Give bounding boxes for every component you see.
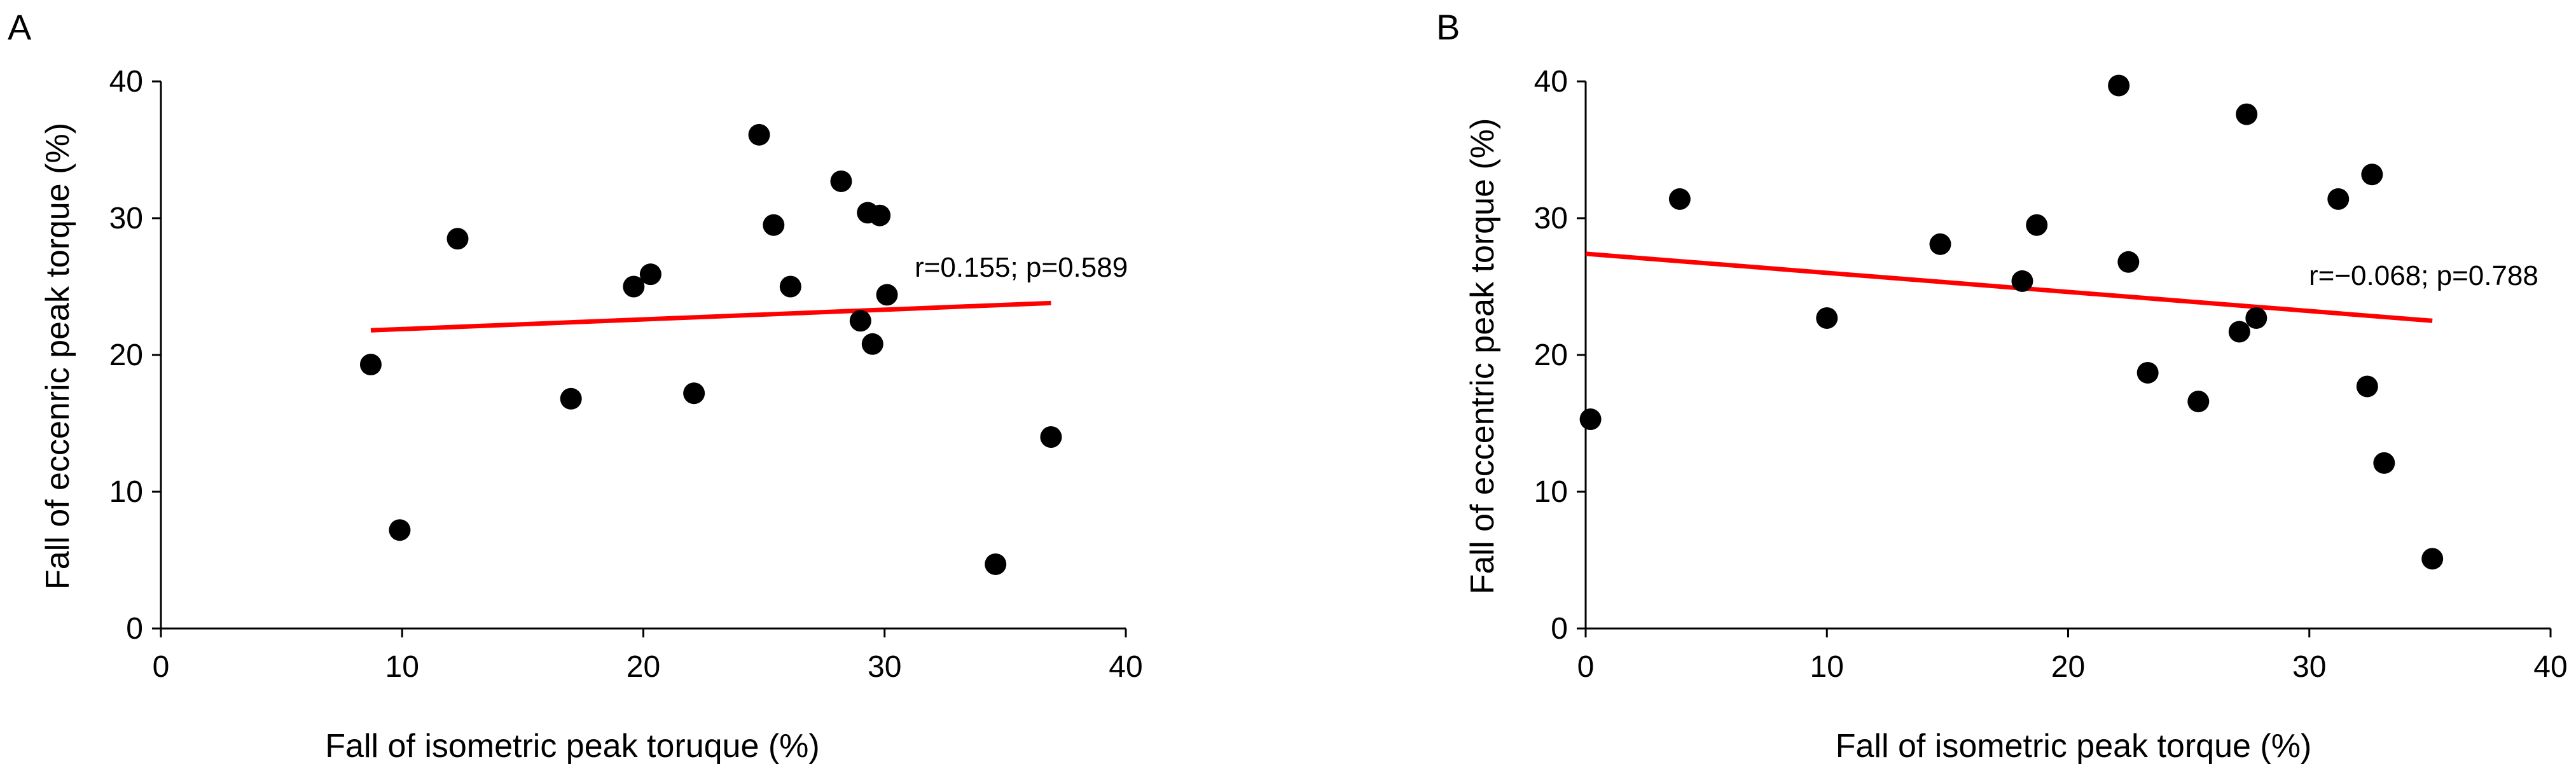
- chart-panel-b: B 0 10 20 30 40 0 10 20 30 40 Fall of isometric p…: [1436, 7, 2568, 765]
- x-tick-label: 0: [1577, 650, 1595, 684]
- data-point: [447, 228, 469, 250]
- data-point: [2236, 103, 2258, 125]
- data-point: [849, 310, 871, 332]
- x-tick-label: 40: [1109, 650, 1142, 684]
- y-axis-title-a: Fall of eccenric peak torque (%): [39, 123, 76, 590]
- y-tick-label: 10: [1534, 475, 1568, 509]
- data-point: [2327, 188, 2350, 210]
- y-tick-label: 30: [1534, 202, 1568, 235]
- y-tick-label: 30: [109, 202, 143, 235]
- x-tick-label: 30: [868, 650, 901, 684]
- data-point: [623, 275, 645, 298]
- plot-area-a: 0 10 20 30 40 0 10 20 30 40: [109, 65, 1143, 684]
- chart-panel-a: A 0 10 20 30 40 0 10 20 30 40 Fall of isometric p…: [8, 7, 1143, 765]
- x-tick-label: 10: [1810, 650, 1844, 684]
- x-tick-label: 20: [2051, 650, 2085, 684]
- data-point: [1816, 307, 1838, 329]
- data-point: [639, 263, 661, 286]
- data-point: [1668, 188, 1691, 210]
- data-point: [1040, 426, 1062, 448]
- data-point: [763, 214, 785, 236]
- x-tick-label: 20: [627, 650, 660, 684]
- data-point: [2026, 214, 2048, 236]
- data-point: [2187, 391, 2210, 413]
- data-point: [861, 333, 883, 355]
- x-tick-label: 0: [153, 650, 170, 684]
- y-tick-label: 10: [109, 475, 143, 509]
- data-point: [779, 275, 801, 298]
- data-point: [869, 204, 891, 226]
- data-point: [2361, 163, 2383, 186]
- data-point: [2356, 375, 2378, 398]
- data-point: [1929, 233, 1951, 255]
- data-point: [2136, 361, 2159, 384]
- correlation-annotation-a: r=0.155; p=0.589: [915, 252, 1128, 283]
- x-tick-label: 30: [2292, 650, 2326, 684]
- trend-line: [370, 300, 1051, 333]
- x-axis-title-a: Fall of isometric peak toruque (%): [325, 728, 819, 765]
- y-tick-label: 0: [126, 612, 143, 646]
- data-point: [2373, 452, 2395, 474]
- y-axis-title-b: Fall of eccentric peak torque (%): [1464, 118, 1501, 595]
- data-point: [389, 519, 411, 541]
- trend-line: [1585, 251, 2433, 323]
- correlation-annotation-b: r=−0.068; p=0.788: [2309, 260, 2538, 291]
- data-point: [2011, 270, 2033, 292]
- y-tick-label: 20: [1534, 338, 1568, 372]
- data-point: [2421, 548, 2444, 570]
- data-point: [748, 123, 770, 146]
- data-point: [830, 170, 852, 192]
- data-point: [560, 387, 582, 410]
- x-tick-label: 10: [385, 650, 419, 684]
- y-tick-label: 20: [109, 338, 143, 372]
- y-tick-label: 40: [109, 65, 143, 99]
- plot-area-b: 0 10 20 30 40 0 10 20 30 40: [1534, 65, 2568, 684]
- y-tick-label: 40: [1534, 65, 1568, 99]
- x-axis-title-b: Fall of isometric peak torque (%): [1836, 728, 2312, 765]
- data-point: [683, 382, 705, 405]
- panel-label-a: A: [8, 7, 32, 47]
- data-point: [1579, 408, 1602, 431]
- data-point: [2228, 321, 2250, 343]
- x-tick-label: 40: [2533, 650, 2567, 684]
- panel-label-b: B: [1436, 7, 1460, 47]
- data-point: [359, 354, 382, 376]
- data-point: [2117, 251, 2140, 273]
- data-point: [876, 284, 898, 306]
- data-point: [985, 553, 1007, 575]
- data-point: [2245, 307, 2268, 329]
- data-point: [2108, 74, 2130, 97]
- y-tick-label: 0: [1551, 612, 1568, 646]
